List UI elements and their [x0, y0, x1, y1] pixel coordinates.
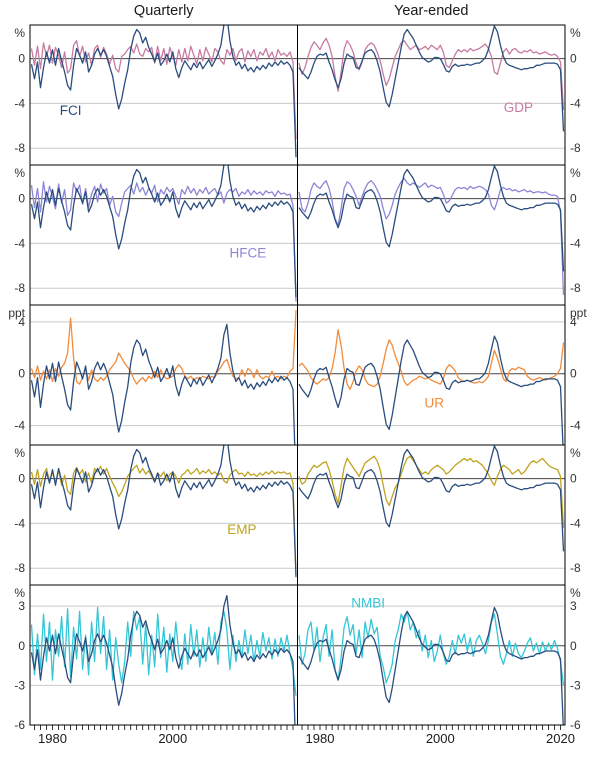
y-tick-label: -4: [14, 419, 25, 433]
column-title-quarterly: Quarterly: [133, 3, 194, 19]
y-tick-label: -3: [14, 678, 25, 692]
fci-line-year_ended: [298, 25, 565, 132]
emp-line-quarterly: [30, 464, 297, 575]
y-tick-label: 0: [570, 639, 577, 653]
fci-line-year_ended: [298, 606, 564, 725]
unit-label: ppt: [570, 306, 587, 320]
unit-label: %: [14, 446, 25, 460]
y-tick-label: -4: [14, 516, 25, 530]
y-tick-label: -4: [570, 236, 581, 250]
panel-border: [29, 24, 298, 166]
y-tick-label: 3: [18, 599, 25, 613]
y-tick-label: -3: [570, 678, 581, 692]
y-tick-label: 0: [570, 52, 577, 66]
x-tick-label: 1980: [306, 731, 335, 746]
y-tick-label: 0: [18, 367, 25, 381]
fci-line-year_ended: [298, 165, 565, 272]
unit-label: ppt: [8, 306, 25, 320]
y-tick-label: -8: [570, 561, 581, 575]
unit-label: %: [14, 586, 25, 600]
fci-line-quarterly: [30, 25, 297, 158]
gdp-line-year_ended: [298, 37, 565, 111]
panel-border: [29, 444, 298, 586]
y-tick-label: 0: [570, 472, 577, 486]
hfce-line-quarterly: [30, 181, 297, 302]
y-tick-label: 0: [18, 639, 25, 653]
series-label-fci: FCI: [60, 103, 82, 118]
y-tick-label: 3: [570, 599, 577, 613]
series-label-nmbi: NMBI: [351, 596, 385, 611]
nmbi-line-year_ended: [298, 610, 565, 686]
emp-line-year_ended: [298, 455, 565, 528]
y-tick-label: -8: [14, 281, 25, 295]
unit-label: %: [570, 26, 581, 40]
y-tick-label: -8: [14, 561, 25, 575]
column-title-year-ended: Year-ended: [394, 3, 469, 19]
unit-label: %: [570, 166, 581, 180]
panel-border: [297, 584, 566, 726]
panel-border: [297, 304, 566, 446]
y-tick-label: -6: [14, 718, 25, 732]
y-tick-label: 0: [18, 52, 25, 66]
x-tick-label: 2000: [426, 731, 455, 746]
x-tick-label: 1980: [38, 731, 67, 746]
unit-label: %: [570, 586, 581, 600]
y-tick-label: 0: [18, 472, 25, 486]
x-tick-label: 2000: [158, 731, 187, 746]
x-tick-label: 2020: [546, 731, 575, 746]
y-tick-label: -8: [14, 141, 25, 155]
y-tick-label: 0: [18, 192, 25, 206]
y-tick-label: -4: [570, 96, 581, 110]
unit-label: %: [570, 446, 581, 460]
ur-line-quarterly: [30, 310, 297, 385]
panel-border: [297, 444, 566, 586]
gdp-line-quarterly: [30, 40, 297, 140]
unit-label: %: [14, 166, 25, 180]
y-tick-label: -4: [570, 419, 581, 433]
y-tick-label: -4: [14, 96, 25, 110]
unit-label: %: [14, 26, 25, 40]
ur-line-year_ended: [298, 328, 565, 390]
fci-line-year_ended: [298, 335, 564, 445]
y-tick-label: -4: [14, 236, 25, 250]
nmbi-line-quarterly: [30, 606, 297, 696]
y-tick-label: -4: [570, 516, 581, 530]
y-tick-label: -6: [570, 718, 581, 732]
fci-line-quarterly: [30, 165, 297, 298]
series-label-gdp: GDP: [504, 100, 533, 115]
y-tick-label: 4: [18, 315, 25, 329]
y-tick-label: 4: [570, 315, 577, 329]
fci-line-quarterly: [30, 445, 297, 578]
fci-line-quarterly: [30, 323, 296, 445]
series-label-ur: UR: [425, 396, 445, 411]
y-tick-label: -8: [570, 141, 581, 155]
fci-line-quarterly: [30, 594, 296, 725]
panel-border: [29, 164, 298, 306]
y-tick-label: 0: [570, 367, 577, 381]
y-tick-label: 0: [570, 192, 577, 206]
series-label-hfce: HFCE: [230, 246, 267, 261]
fci-line-year_ended: [298, 445, 565, 552]
y-tick-label: -8: [570, 281, 581, 295]
series-label-emp: EMP: [227, 522, 256, 537]
hfce-line-year_ended: [298, 177, 565, 295]
